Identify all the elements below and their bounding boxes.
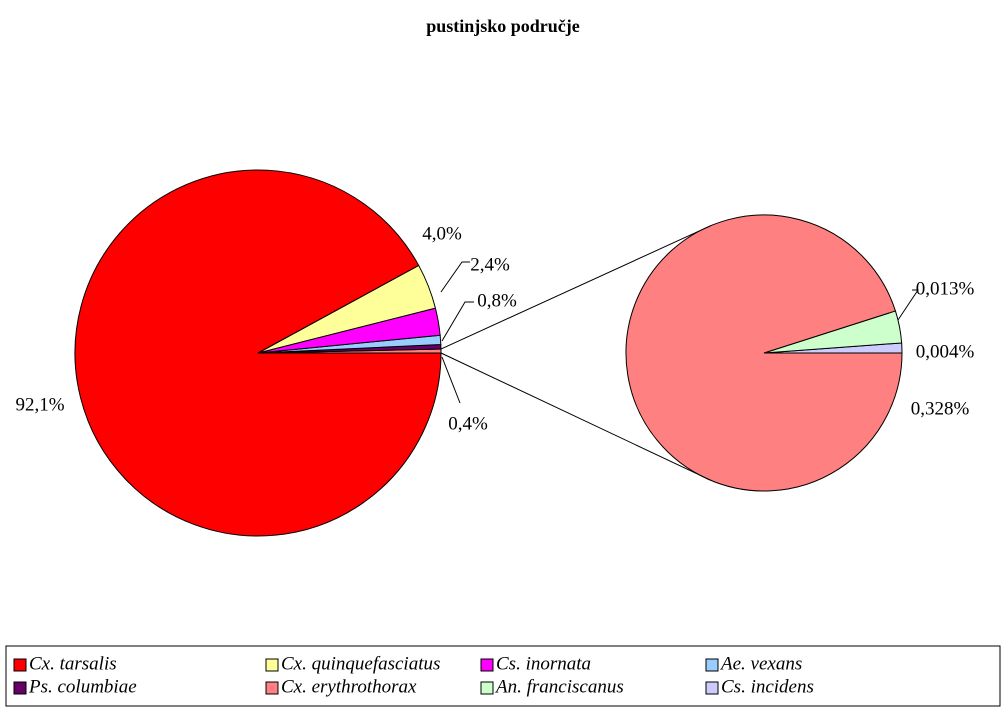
leader-line	[441, 301, 474, 342]
legend-label: Cs. incidens	[721, 676, 814, 697]
legend-label: Ps. columbiae	[28, 676, 137, 697]
data-label: 4,0%	[422, 223, 462, 244]
legend-label: An. franciscanus	[494, 676, 624, 697]
pie-slice	[74, 169, 442, 537]
legend-label: Cs. inornata	[496, 653, 591, 674]
legend-swatch	[480, 658, 494, 672]
pie-slice	[625, 214, 903, 492]
data-label: 92,1%	[15, 394, 64, 415]
legend-swatch	[705, 681, 719, 695]
connector-line	[440, 352, 712, 482]
connector-line	[440, 224, 712, 350]
data-label: 0,4%	[448, 413, 488, 434]
data-label: 0,8%	[477, 290, 517, 311]
legend-swatch	[265, 681, 279, 695]
legend-label: Ae. vexans	[719, 653, 802, 674]
legend-label: Cx. tarsalis	[29, 653, 117, 674]
legend-swatch	[13, 658, 27, 672]
legend-label: Cx. quinquefasciatus	[281, 653, 440, 674]
legend-box	[5, 645, 1001, 707]
leader-line	[440, 261, 470, 293]
legend-label: Cx. erythrothorax	[281, 676, 417, 697]
data-label: 0,004%	[916, 341, 975, 362]
chart-title: pustinjsko područje	[426, 16, 580, 36]
data-label: 0,013%	[916, 278, 975, 299]
leader-line	[897, 289, 919, 321]
legend-swatch	[265, 658, 279, 672]
leader-line	[441, 356, 461, 404]
legend-swatch	[480, 681, 494, 695]
data-label: 0,328%	[911, 398, 970, 419]
data-label: 2,4%	[470, 254, 510, 275]
legend-swatch	[13, 681, 27, 695]
legend-swatch	[705, 658, 719, 672]
